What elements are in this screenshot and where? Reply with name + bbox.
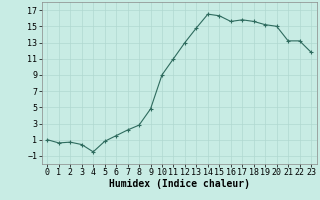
X-axis label: Humidex (Indice chaleur): Humidex (Indice chaleur) [109, 179, 250, 189]
